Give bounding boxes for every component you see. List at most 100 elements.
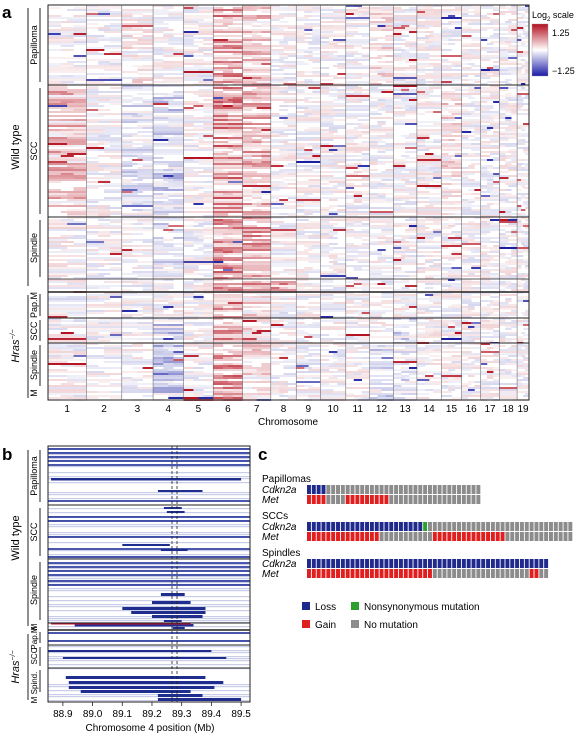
panel-c-gene-0-1: Met [262,495,280,506]
log2-scale-title: Log2 scale [532,10,574,23]
mutation-cell [495,532,500,541]
panel-b-tick-3: 89.2 [142,709,162,720]
mutation-cell [340,569,345,578]
mutation-cell [408,532,413,541]
mutation-cell [442,569,447,578]
mutation-cell [307,495,311,504]
mutation-cell [403,559,408,568]
mutation-cell [457,532,461,541]
mutation-cell [505,569,510,578]
mutation-cell [398,532,403,541]
mutation-cell [461,532,466,541]
chromosome-tick-13: 13 [400,404,412,415]
mutation-cell [350,532,355,541]
mutation-cell [471,559,476,568]
mutation-cell [336,569,340,578]
mutation-cell [500,522,505,531]
panel-b-tick-4: 89.3 [172,709,192,720]
mutation-cell [452,559,457,568]
mutation-cell [398,495,403,504]
chromosome-tick-4: 4 [166,404,172,415]
mutation-cell [360,485,365,494]
mutation-cell [539,559,544,568]
panel-a-heatmap [47,4,530,401]
panel-b-plot [47,445,251,703]
row-label-spindle-a: Spindle [29,233,39,263]
mutation-cell [437,569,442,578]
mutation-cell [350,559,355,568]
mutation-cell [326,559,331,568]
mutation-cell [331,559,336,568]
mutation-cell [321,485,326,494]
mutation-cell [486,569,491,578]
chromosome-tick-10: 10 [328,404,340,415]
panel-b-tick-2: 89.1 [113,709,133,720]
mutation-cell [384,495,389,504]
mutation-cell [374,495,379,504]
mutation-cell [423,495,428,504]
mutation-cell [515,569,520,578]
mutation-cell [524,569,529,578]
mutation-cell [534,522,539,531]
mutation-cell [428,495,432,504]
chromosome-axis-label: Chromosome [258,417,318,428]
mutation-cell [384,522,389,531]
mutation-cell [384,559,389,568]
legend-label-M: Nonsynonymous mutation [364,602,480,613]
mutation-cell [311,522,316,531]
mutation-cell [437,532,442,541]
mutation-cell [452,485,457,494]
mutation-cell [544,569,549,578]
panel-c-gene-2-1: Met [262,569,280,580]
mutation-cell [379,532,384,541]
mutation-cell [360,495,365,504]
mutation-cell [515,532,520,541]
mutation-cell [519,569,524,578]
mutation-cell [403,485,408,494]
mutation-cell [466,569,471,578]
mutation-cell [524,532,529,541]
mutation-cell [316,569,321,578]
legend-swatch-L [302,602,310,610]
mutation-cell [389,559,394,568]
mutation-cell [452,495,457,504]
mutation-cell [524,522,529,531]
mutation-cell [355,485,360,494]
mutation-cell [374,569,379,578]
mutation-cell [471,485,476,494]
mutation-cell [447,495,452,504]
mutation-cell [326,569,331,578]
row-label-spind-b: Spind. [30,672,39,695]
mutation-cell [432,495,437,504]
mutation-cell [510,569,515,578]
mutation-cell [307,559,311,568]
mutation-cell [345,485,350,494]
mutation-cell [369,569,374,578]
mutation-cell [529,532,534,541]
mutation-cell [476,569,481,578]
mutation-cell [563,532,568,541]
mutation-cell [379,485,384,494]
mutation-cell [490,532,495,541]
mutation-cell [505,522,510,531]
mutation-cell [466,522,471,531]
mutation-cell [418,532,423,541]
mutation-cell [457,522,461,531]
mutation-cell [428,569,432,578]
mutation-cell [437,495,442,504]
mutation-cell [432,532,437,541]
mutation-cell [471,569,476,578]
mutation-cell [331,532,336,541]
mutation-cell [326,495,331,504]
mutation-cell [457,495,461,504]
mutation-cell [355,495,360,504]
chromosome-tick-3: 3 [135,404,141,415]
mutation-cell [481,522,486,531]
mutation-cell [360,559,365,568]
mutation-cell [476,559,481,568]
chromosome-tick-17: 17 [484,404,496,415]
mutation-cell [316,485,321,494]
panel-c-gene-2-0: Cdkn2a [262,559,297,570]
mutation-cell [374,559,379,568]
